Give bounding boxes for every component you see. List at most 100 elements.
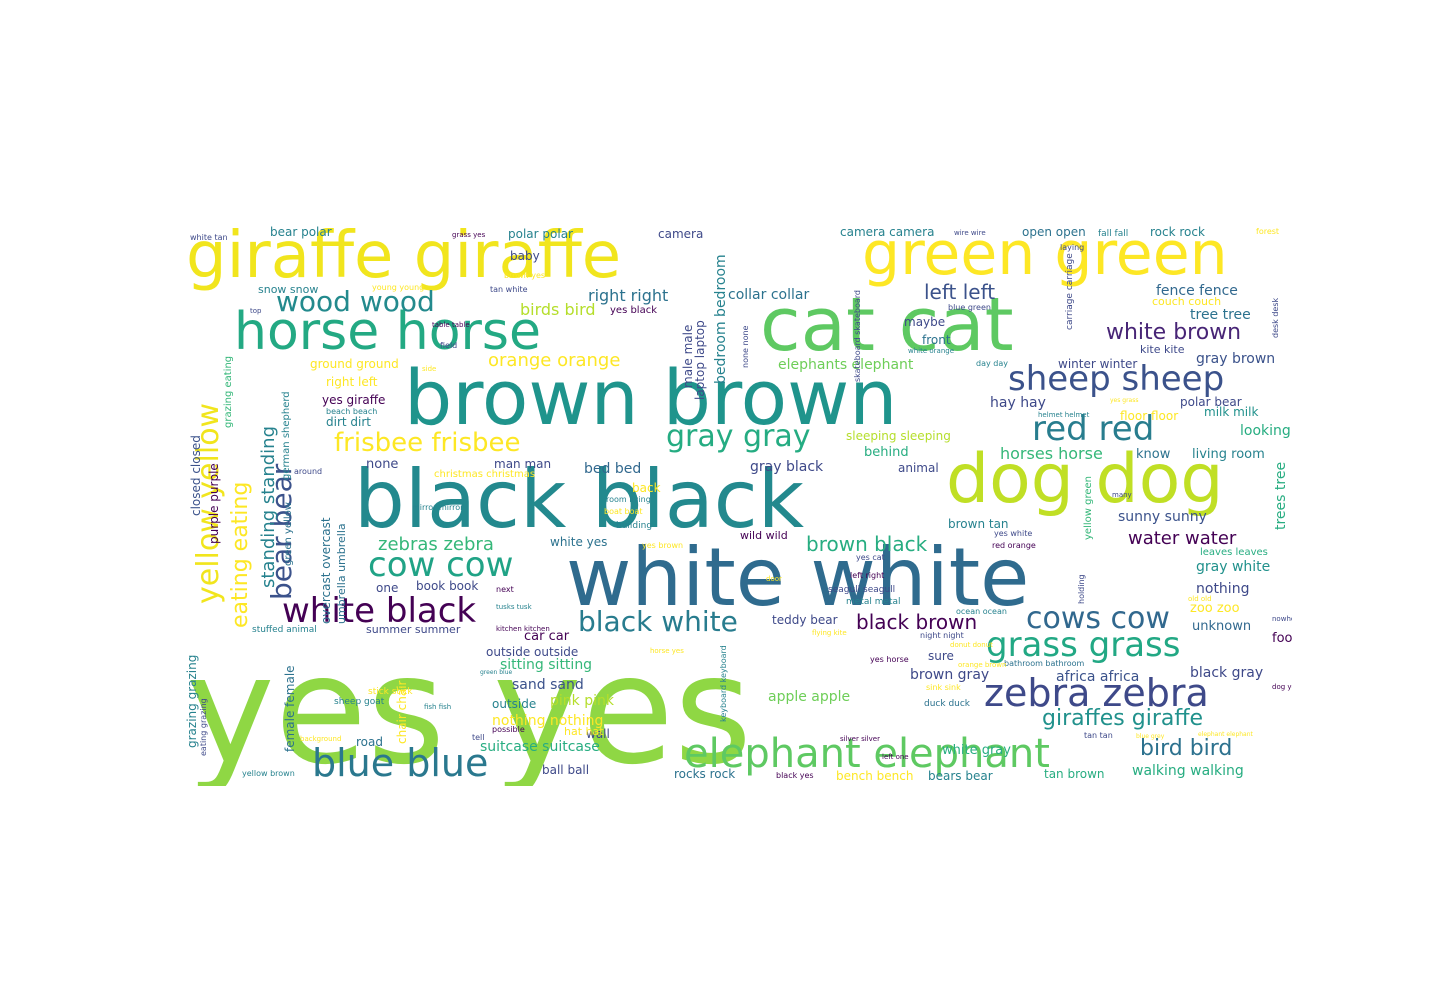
cloud-word: cat cat — [760, 282, 1014, 368]
cloud-word: white tan — [190, 233, 228, 242]
cloud-word: snow snow — [258, 283, 319, 296]
cloud-word: milk milk — [1204, 405, 1259, 419]
cloud-word: young young — [372, 283, 425, 292]
cloud-word: yes yes — [186, 624, 753, 786]
cloud-word: table table — [432, 321, 470, 329]
cloud-word: fall fall — [1098, 229, 1129, 239]
cloud-word: camera camera — [840, 225, 935, 239]
cloud-word: couch couch — [1152, 295, 1222, 308]
cloud-word: giraffe giraffe — [186, 224, 622, 293]
cloud-word: yes brown — [642, 541, 684, 550]
cloud-word: hat hat — [564, 725, 604, 738]
cloud-word: bird bird — [1140, 736, 1233, 761]
cloud-word: eating eating — [228, 481, 253, 628]
cloud-word: giraffes giraffe — [1042, 706, 1204, 731]
cloud-word: eating grazing — [199, 698, 208, 756]
cloud-word: black yes — [776, 771, 814, 780]
cloud-word: white gray — [942, 743, 1011, 758]
cloud-word: tree tree — [1190, 307, 1251, 323]
cloud-word: one — [376, 581, 399, 595]
cloud-word: know — [1136, 447, 1171, 462]
cloud-word: horses horse — [1000, 444, 1103, 463]
cloud-word: black black — [354, 453, 805, 546]
cloud-word: fish fish — [424, 703, 452, 711]
cloud-word: zebras zebra — [378, 534, 494, 555]
cloud-word: yes white — [994, 529, 1033, 538]
cloud-word: grazing eating — [223, 355, 234, 428]
cloud-word: fence fence — [1156, 283, 1238, 299]
cloud-word: road — [356, 735, 383, 749]
cloud-word: seagull seagull — [828, 585, 896, 595]
cloud-word: flying kite — [812, 629, 847, 637]
cloud-word: horse horse — [234, 302, 541, 362]
cloud-word: orange orange — [488, 350, 621, 371]
cloud-word: nothing nothing — [492, 713, 604, 729]
cloud-word: none — [366, 457, 399, 472]
cloud-word: grazing grazing — [186, 654, 199, 748]
cloud-word: summer summer — [366, 623, 461, 636]
cloud-word: side — [422, 365, 437, 373]
cloud-word: laying — [1060, 243, 1085, 252]
cloud-word: left right — [850, 571, 885, 580]
cloud-word: kitchen kitchen — [496, 625, 550, 633]
cloud-word: carriage carriage — [1065, 253, 1075, 330]
cloud-word: gray brown — [1196, 351, 1276, 367]
cloud-word: gray white — [1196, 559, 1271, 575]
cloud-word: dirt dirt — [326, 415, 371, 429]
cloud-word: gray black — [750, 459, 824, 475]
cloud-word: sitting sitting — [500, 657, 593, 673]
cloud-word: teddy bear — [772, 613, 838, 627]
cloud-word: ocean ocean — [956, 607, 1007, 616]
cloud-word: black brown — [856, 610, 978, 634]
cloud-word: africa africa — [1056, 669, 1140, 685]
cloud-word: cows cow — [1026, 601, 1170, 636]
cloud-word: baby — [510, 249, 540, 263]
cloud-word: pink pink — [550, 693, 614, 709]
cloud-word: car car — [524, 629, 570, 644]
cloud-word: white yes — [550, 535, 608, 549]
cloud-word: apple apple — [768, 689, 851, 705]
cloud-word: trees tree — [1273, 461, 1289, 530]
cloud-word: maybe — [904, 315, 946, 329]
cloud-word: standing standing — [258, 426, 279, 588]
cloud-word: male male — [681, 324, 695, 388]
cloud-word: red red — [1032, 409, 1155, 449]
cloud-word: building — [616, 521, 653, 531]
cloud-word: brown black — [806, 532, 928, 556]
cloud-word: next — [496, 585, 514, 594]
cloud-word: wild wild — [740, 529, 788, 542]
cloud-word: sink sink — [926, 683, 961, 692]
cloud-word: orange brown — [958, 661, 1007, 669]
cloud-word: bench bench — [836, 769, 914, 783]
cloud-word: gray gray — [666, 419, 811, 454]
cloud-word: green green — [862, 224, 1228, 289]
cloud-word: white black — [282, 591, 477, 631]
word-cloud: yes yes white white black black brown brown… — [186, 224, 1292, 786]
cloud-word: brown tan — [948, 517, 1009, 531]
cloud-word: around — [294, 467, 323, 476]
cloud-word: suitcase suitcase — [480, 739, 600, 755]
cloud-word: floor floor — [1120, 409, 1179, 423]
cloud-word: holding — [1077, 574, 1086, 604]
cloud-word: field — [440, 341, 458, 350]
cloud-word: duck duck — [924, 699, 971, 709]
cloud-word: right right — [588, 286, 669, 305]
cloud-word: sleeping sleeping — [846, 429, 951, 443]
cloud-word: collar collar — [728, 287, 810, 303]
cloud-word: room living — [606, 495, 651, 504]
cloud-word: white white — [566, 531, 1030, 624]
cloud-word: left one — [882, 753, 909, 761]
cloud-word: black gray — [1190, 665, 1264, 681]
cloud-word: right left — [326, 375, 378, 389]
cloud-word: green yellow — [283, 502, 294, 566]
cloud-word: overcast overcast — [319, 517, 333, 624]
cloud-word: stick stick — [368, 687, 413, 697]
cloud-word: man man — [494, 457, 552, 471]
cloud-word: tusks tusk — [496, 603, 532, 611]
cloud-word: yes giraffe — [322, 393, 386, 407]
cloud-word: day day — [976, 359, 1008, 368]
cloud-word: yes cat — [856, 553, 885, 562]
cloud-word: bedroom bedroom — [713, 254, 729, 384]
cloud-word: kite kite — [1140, 343, 1185, 356]
cloud-word: yes horse — [870, 655, 909, 664]
